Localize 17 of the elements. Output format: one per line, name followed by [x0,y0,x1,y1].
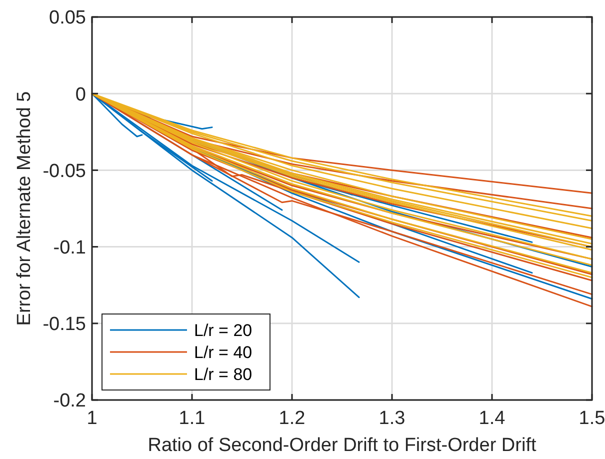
legend-label: L/r = 80 [194,364,252,384]
y-tick-label: 0 [75,84,86,106]
y-tick-label: -0.15 [42,314,86,336]
y-tick-label: -0.1 [53,237,86,258]
x-tick-label: 1.3 [378,408,406,429]
x-tick-label: 1 [86,408,98,429]
x-tick-label: 1.2 [278,408,306,429]
y-axis-title: Error for Alternate Method 5 [14,91,35,326]
x-tick-label: 1.1 [178,408,206,429]
y-tick-label: 0.05 [49,8,86,29]
legend-label: L/r = 20 [194,320,252,340]
y-tick-label: -0.05 [42,160,86,182]
x-axis-title: Ratio of Second-Order Drift to First-Order Drift [148,435,537,456]
legend-label: L/r = 40 [194,342,252,362]
y-tick-label: -0.2 [53,390,86,412]
x-tick-label: 1.4 [478,408,506,429]
x-tick-label: 1.5 [578,408,605,429]
